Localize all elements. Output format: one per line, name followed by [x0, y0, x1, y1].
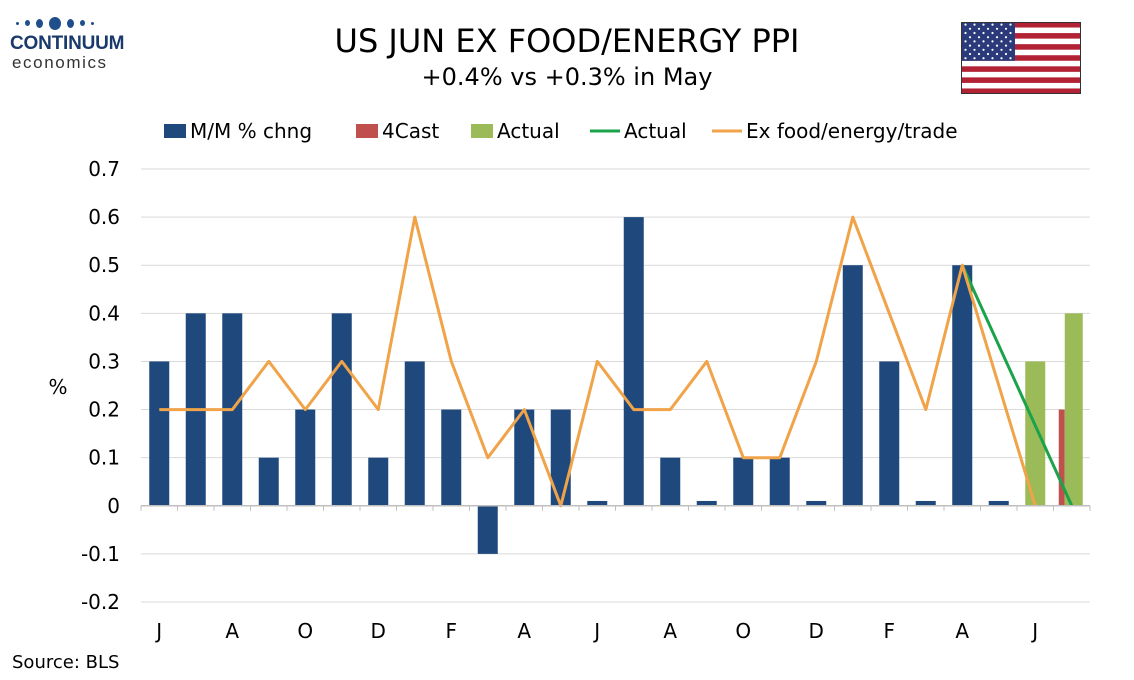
chart-title: US JUN EX FOOD/ENERGY PPI [334, 22, 800, 60]
us-flag-icon [961, 22, 1081, 94]
y-tick-label: 0.7 [88, 157, 120, 181]
x-tick-label: J [592, 619, 600, 643]
mm-bar [879, 361, 900, 506]
mm-bar [696, 500, 717, 506]
x-tick-label: J [154, 619, 162, 643]
logo-dots-icon [16, 14, 140, 32]
mm-bar [514, 409, 535, 506]
y-tick-label: 0.3 [88, 349, 120, 373]
y-tick-label: 0.4 [88, 301, 120, 325]
chart: 0.7 0.6 0.5 0.4 0.3 0.2 0.1 0 -0.1 -0.2% J A O D F A J A O… [48, 119, 1091, 643]
x-tick-label: O [297, 619, 313, 643]
x-tick-label: F [883, 619, 895, 643]
mm-bar [842, 265, 863, 506]
mm-bar [623, 217, 644, 506]
continuum-economics-logo: CONTINUUM economics [10, 14, 140, 72]
mm-bar [769, 457, 790, 506]
x-tick-label: A [663, 619, 677, 643]
legend-label: M/M % chng [190, 119, 312, 143]
actual-line [960, 264, 1074, 507]
ex-food-energy-trade-line [159, 215, 1037, 508]
source-note: Source: BLS [12, 652, 120, 673]
legend-label: Actual [497, 119, 560, 143]
y-tick-label: 0.1 [88, 446, 120, 470]
x-tick-label: D [809, 619, 824, 643]
legend-label: 4Cast [382, 119, 439, 143]
mm-bar [952, 265, 973, 506]
mm-bar [477, 505, 498, 554]
legend-label: Actual [624, 119, 687, 143]
mm-bar [331, 313, 352, 506]
x-tick-label: A [225, 619, 239, 643]
x-tick-label: A [955, 619, 969, 643]
x-tick-label: A [517, 619, 531, 643]
y-axis-label: % [48, 375, 67, 399]
actual-bar [1025, 361, 1046, 506]
mm-bar [660, 457, 681, 506]
logo-name: CONTINUUM [10, 33, 125, 54]
mm-bar [368, 457, 389, 506]
logo-sub: economics [12, 53, 108, 72]
legend-swatch [164, 124, 186, 138]
mm-bar [441, 409, 462, 506]
actual-bar [1064, 313, 1083, 506]
y-tick-label: 0.5 [88, 253, 120, 277]
mm-bar [404, 361, 425, 506]
y-tick-label: -0.1 [81, 542, 120, 566]
y-tick-label: 0.6 [88, 205, 120, 229]
y-tick-label: 0.2 [88, 398, 120, 422]
mm-bar [915, 500, 936, 506]
legend-swatch [356, 124, 378, 138]
mm-bar [149, 361, 170, 506]
chart-subtitle: +0.4% vs +0.3% in May [421, 63, 713, 91]
x-tick-label: D [371, 619, 386, 643]
legend-label: Ex food/energy/trade [746, 119, 958, 143]
x-tick-label: J [1030, 619, 1038, 643]
mm-bar [806, 500, 827, 506]
legend-swatch [471, 124, 493, 138]
mm-bar [295, 409, 316, 506]
x-tick-label: F [445, 619, 457, 643]
mm-bar [258, 457, 279, 506]
y-tick-label: 0 [107, 494, 120, 518]
forecast-bar [1058, 409, 1065, 506]
mm-bar [733, 457, 754, 506]
mm-bar [587, 500, 608, 506]
mm-bar [988, 500, 1009, 506]
y-tick-label: -0.2 [81, 590, 120, 614]
x-tick-label: O [735, 619, 751, 643]
